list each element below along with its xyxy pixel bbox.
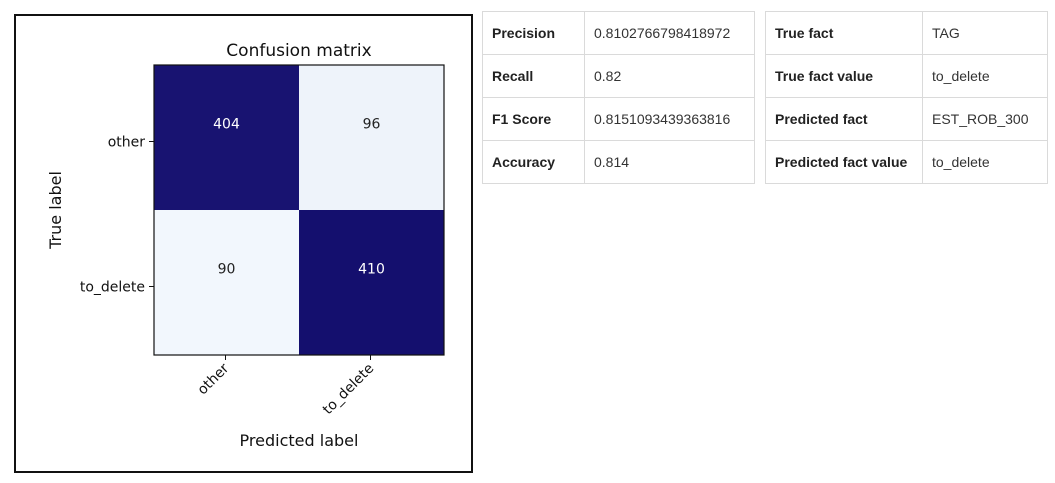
y-tick-label: other: [108, 135, 146, 151]
true-fact-value-label: True fact value: [765, 54, 923, 98]
predicted-fact-value-label: Predicted fact value: [765, 140, 923, 184]
f1-score-label: F1 Score: [482, 97, 585, 141]
recall-value: 0.82: [584, 54, 755, 98]
table-row: Predicted fact value to_delete: [765, 140, 1048, 184]
table-row: F1 Score 0.8151093439363816: [482, 97, 755, 141]
predicted-fact-value-value: to_delete: [922, 140, 1048, 184]
y-tick-label: to_delete: [80, 280, 145, 296]
table-row: True fact TAG: [765, 11, 1048, 55]
table-row: Accuracy 0.814: [482, 140, 755, 184]
plot-border: [153, 64, 445, 356]
x-tick-label: to_delete: [320, 361, 377, 418]
chart-title: Confusion matrix: [226, 41, 371, 61]
predicted-fact-label: Predicted fact: [765, 97, 923, 141]
confusion-matrix-chart: Confusion matrix 404 96 90 410 other to_dele…: [46, 41, 445, 450]
x-tick-label: other: [195, 360, 233, 398]
matrix-cell: [299, 65, 444, 210]
f1-score-value: 0.8151093439363816: [584, 97, 755, 141]
precision-label: Precision: [482, 11, 585, 55]
matrix-cell-value: 404: [213, 117, 240, 133]
predicted-fact-value: EST_ROB_300: [922, 97, 1048, 141]
table-row: Predicted fact EST_ROB_300: [765, 97, 1048, 141]
matrix-cell: [154, 210, 299, 355]
matrix-cell-value: 410: [358, 262, 385, 278]
table-row: True fact value to_delete: [765, 54, 1048, 98]
table-row: Recall 0.82: [482, 54, 755, 98]
accuracy-value: 0.814: [584, 140, 755, 184]
true-fact-label: True fact: [765, 11, 923, 55]
accuracy-label: Accuracy: [482, 140, 585, 184]
precision-value: 0.8102766798418972: [584, 11, 755, 55]
x-axis-label: Predicted label: [240, 431, 359, 450]
matrix-cell: [299, 210, 444, 355]
true-fact-value: TAG: [922, 11, 1048, 55]
confusion-matrix-figure: Confusion matrix 404 96 90 410 other to_dele…: [14, 14, 473, 473]
fact-table: True fact TAG True fact value to_delete …: [765, 11, 1048, 184]
recall-label: Recall: [482, 54, 585, 98]
true-fact-value-value: to_delete: [922, 54, 1048, 98]
matrix-cell-value: 96: [363, 117, 381, 133]
matrix-cell: [154, 65, 299, 210]
y-axis-label: True label: [46, 171, 65, 250]
metrics-table: Precision 0.8102766798418972 Recall 0.82…: [482, 11, 755, 184]
table-row: Precision 0.8102766798418972: [482, 11, 755, 55]
matrix-cell-value: 90: [218, 262, 236, 278]
